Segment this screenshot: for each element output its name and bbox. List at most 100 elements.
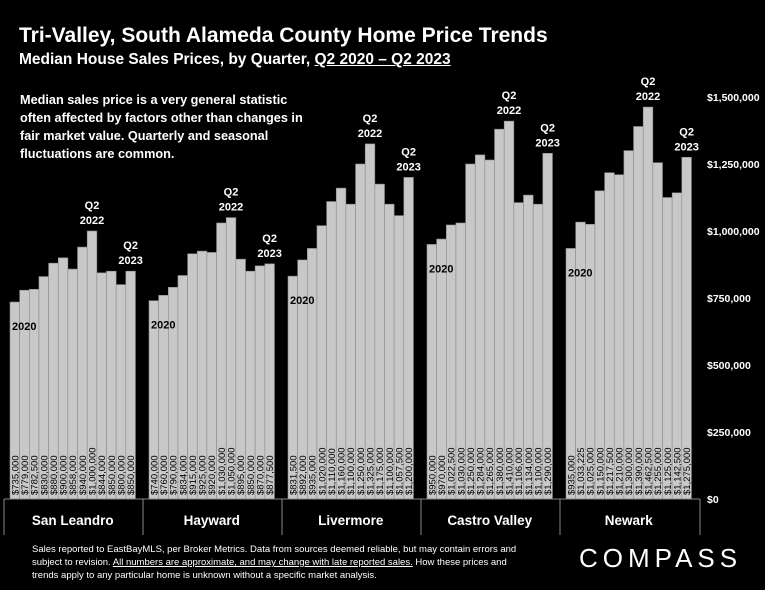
end-label-quarter: Q2 [540,122,555,134]
chart-title: Tri-Valley, South Alameda County Home Pr… [19,24,548,47]
subtitle-prefix: Median House Sales Prices, by Quarter, [19,51,315,68]
bar [623,150,634,500]
bar-value-label: $790,000 [169,455,180,495]
bar-value-label: $1,160,000 [337,447,348,495]
bar [494,128,505,500]
peak-label-year: 2022 [80,215,104,227]
bar-value-label: $895,000 [236,455,247,495]
end-label-quarter: Q2 [679,126,694,138]
bar-value-label: $935,000 [308,455,319,495]
bar [542,152,553,500]
footer-disclaimer: Sales reported to EastBayMLS, per Broker… [32,543,532,582]
bar-value-label: $1,250,000 [356,447,367,495]
y-tick-label: $500,000 [707,360,751,372]
y-tick-label: $750,000 [707,293,751,305]
bar-value-label: $1,142,500 [672,447,683,495]
bar-value-label: $1,033,225 [576,447,587,495]
peak-label-quarter: Q2 [641,76,656,88]
end-label-year: 2023 [257,248,281,260]
bar-value-label: $892,000 [298,455,309,495]
y-tick-label: $250,000 [707,427,751,439]
peak-label-year: 2022 [636,91,660,103]
footer-underlined: All numbers are approximate, and may cha… [112,557,413,568]
bar-value-label: $925,000 [198,455,209,495]
footer-line-3: How these prices and trends apply to any… [32,557,507,581]
bar-value-label: $1,025,000 [586,447,597,495]
end-label-quarter: Q2 [401,146,416,158]
bar-value-label: $1,125,000 [663,447,674,495]
bar-value-label: $1,380,000 [495,447,506,495]
chart-subtitle: Median House Sales Prices, by Quarter, Q… [19,51,451,69]
bar-value-label: $760,000 [159,455,170,495]
bar-value-label: $1,106,000 [514,447,525,495]
bar-value-label: $1,030,000 [456,447,467,495]
peak-label-year: 2022 [497,105,521,117]
bar-value-label: $1,410,000 [505,447,516,495]
bar-value-label: $915,000 [188,455,199,495]
bar-value-label: $1,217,500 [605,447,616,495]
bar [642,106,654,500]
start-year-label: 2020 [429,263,453,275]
bar [503,120,515,500]
bar-value-label: $1,462,500 [644,447,655,495]
bar-value-label: $1,175,000 [375,447,386,495]
bar-value-label: $1,050,000 [227,447,238,495]
bar-value-label: $834,000 [178,455,189,495]
bar-value-label: $858,000 [68,455,79,495]
y-tick-label: $1,500,000 [707,92,760,104]
bar-value-label: $1,030,000 [217,447,228,495]
bar-value-label: $1,150,000 [595,447,606,495]
bar-value-label: $1,100,000 [533,447,544,495]
bar-value-label: $1,134,000 [524,447,535,495]
peak-label-year: 2022 [219,202,243,214]
bar-value-label: $920,000 [207,455,218,495]
bar-value-label: $830,000 [39,455,50,495]
bar-value-label: $1,284,000 [476,447,487,495]
group-label: Livermore [318,513,384,528]
bar-value-label: $935,000 [566,455,577,495]
end-label-quarter: Q2 [262,233,277,245]
start-year-label: 2020 [151,320,175,332]
bar-value-label: $1,390,000 [634,447,645,495]
subtitle-period: Q2 2020 – Q2 2023 [314,51,451,68]
bar-value-label: $970,000 [437,455,448,495]
bar-value-label: $1,255,000 [653,447,664,495]
bar-value-label: $940,000 [78,455,89,495]
bar [633,126,644,500]
y-tick-label: $0 [707,494,719,506]
bar-value-label: $844,000 [97,455,108,495]
bar-value-label: $877,500 [265,455,276,495]
group-label: San Leandro [32,513,114,528]
bar-value-label: $1,290,000 [543,447,554,495]
end-label-year: 2023 [535,137,559,149]
y-tick-label: $1,250,000 [707,159,760,171]
start-year-label: 2020 [290,295,314,307]
bar-value-label: $1,300,000 [624,447,635,495]
start-year-label: 2020 [568,267,592,279]
bar-value-label: $1,057,500 [394,447,405,495]
bar-value-label: $1,200,000 [404,447,415,495]
bar-value-label: $1,210,000 [615,447,626,495]
bar-value-label: $870,000 [255,455,266,495]
bar-value-label: $1,325,000 [366,447,377,495]
bar-value-label: $1,265,000 [485,447,496,495]
y-tick-label: $1,000,000 [707,226,760,238]
bar-value-label: $1,022,500 [447,447,458,495]
peak-label-quarter: Q2 [363,113,378,125]
bar-value-label: $800,000 [116,455,127,495]
footer-line-1: Sales reported to EastBayMLS, per Broker… [32,544,517,568]
bar-value-label: $1,100,000 [385,447,396,495]
bar-value-label: $850,000 [246,455,257,495]
bar-value-label: $900,000 [59,455,70,495]
bar-value-label: $1,020,000 [317,447,328,495]
bar-value-label: $1,000,000 [88,447,99,495]
bar [364,143,376,500]
peak-label-year: 2022 [358,128,382,140]
bar-value-label: $880,000 [49,455,60,495]
bar [474,154,486,500]
bar-value-label: $950,000 [427,455,438,495]
bar-value-label: $831,500 [288,455,299,495]
group-label: Newark [605,513,654,528]
peak-label-quarter: Q2 [502,90,517,102]
